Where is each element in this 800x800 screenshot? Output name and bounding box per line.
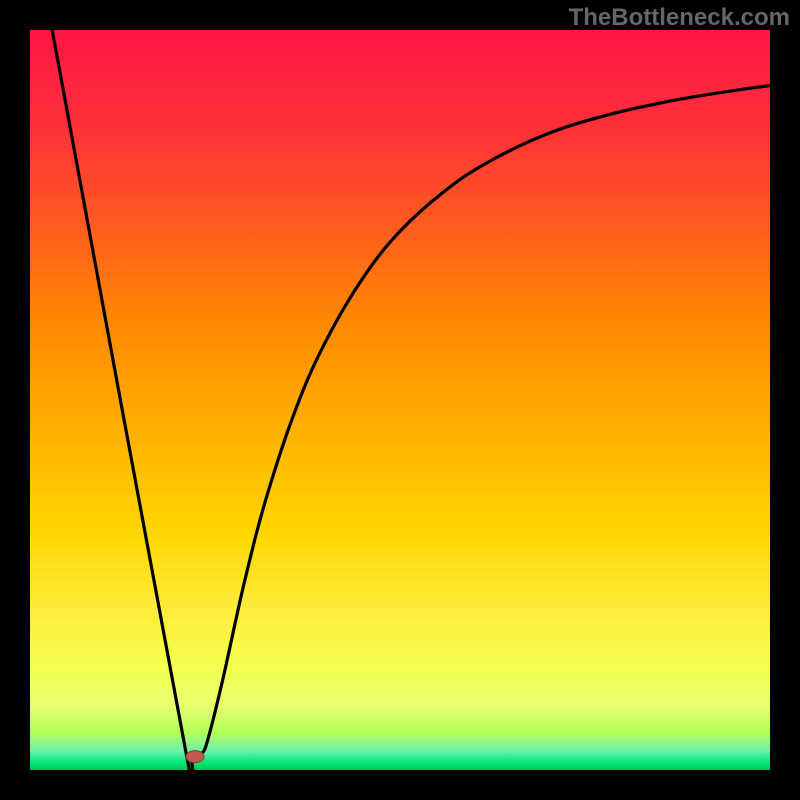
minimum-marker bbox=[186, 751, 204, 763]
watermark-text: TheBottleneck.com bbox=[569, 4, 790, 32]
chart-container: TheBottleneck.com bbox=[0, 0, 800, 800]
chart-svg bbox=[0, 0, 800, 800]
plot-background bbox=[30, 30, 770, 770]
